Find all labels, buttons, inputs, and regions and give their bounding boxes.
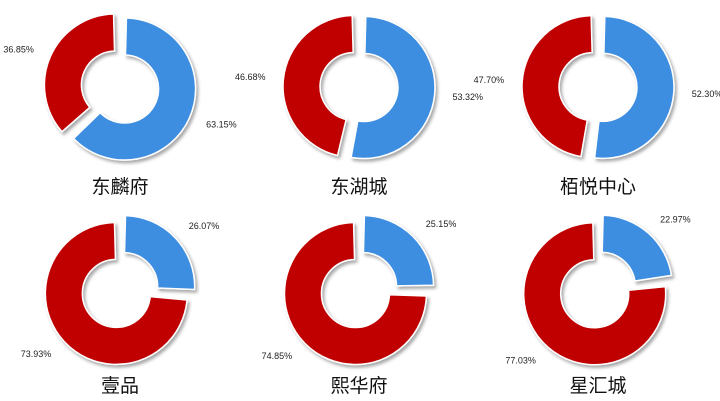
chart-title: 星汇城 — [569, 375, 626, 397]
donut-chart: 63.15% 36.85% 东麟府 — [3, 13, 237, 198]
chart-title: 东麟府 — [91, 176, 148, 198]
slice-blue — [601, 214, 673, 282]
slice-red — [282, 14, 354, 157]
chart-title: 栢悦中心 — [560, 176, 636, 198]
slice-percent-label: 53.32% — [453, 92, 484, 102]
slice-percent-label: 22.97% — [660, 214, 691, 224]
slice-percent-label: 74.85% — [262, 351, 293, 361]
slice-blue — [123, 214, 196, 291]
slice-percent-label: 63.15% — [206, 120, 237, 130]
chart-title: 东湖城 — [330, 176, 387, 198]
donut-chart: 25.15% 74.85% 熙华府 — [262, 214, 457, 397]
slice-red — [44, 221, 188, 366]
chart-title: 壹品 — [101, 375, 139, 397]
slice-percent-label: 77.03% — [505, 356, 536, 366]
slice-percent-label: 47.70% — [474, 75, 505, 85]
slice-blue — [72, 17, 197, 161]
slice-percent-label: 25.15% — [426, 219, 457, 229]
donut-chart: 53.32% 46.68% 东湖城 — [235, 14, 484, 198]
donut-chart: 26.07% 73.93% 壹品 — [21, 214, 220, 397]
slice-blue — [350, 15, 436, 160]
slice-percent-label: 52.30% — [692, 89, 720, 99]
slice-blue — [362, 214, 435, 287]
slice-red — [522, 222, 667, 366]
slice-percent-label: 46.68% — [235, 72, 266, 82]
donut-chart: 22.97% 77.03% 星汇城 — [505, 214, 690, 397]
slice-red — [43, 13, 116, 133]
slice-red — [521, 14, 593, 158]
slice-blue — [593, 15, 675, 160]
slice-red — [283, 221, 428, 366]
slice-percent-label: 36.85% — [3, 44, 34, 54]
chart-title: 熙华府 — [330, 375, 387, 397]
slice-percent-label: 26.07% — [189, 221, 220, 231]
donut-chart: 52.30% 47.70% 栢悦中心 — [474, 14, 720, 198]
slice-percent-label: 73.93% — [21, 349, 52, 359]
